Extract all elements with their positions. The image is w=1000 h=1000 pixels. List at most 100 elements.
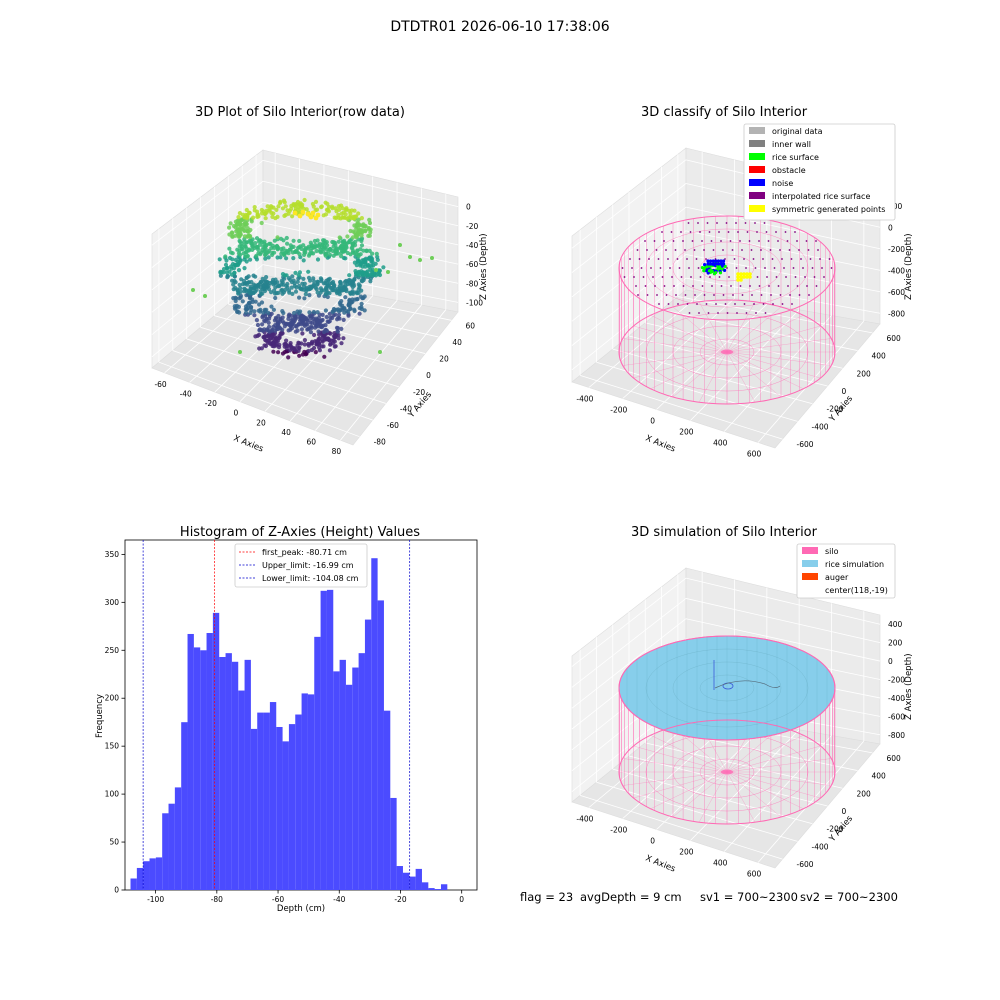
classify-interpolated-point bbox=[703, 294, 706, 296]
raw-point bbox=[280, 309, 285, 314]
sim-ztick-label: 400 bbox=[888, 620, 903, 629]
classify-interpolated-point bbox=[697, 267, 700, 269]
classify-noise-point bbox=[709, 262, 713, 266]
hist-bar bbox=[428, 888, 435, 890]
panel-classify-3d: 3D classify of Silo Interior -400 -200 0 20… bbox=[571, 105, 914, 459]
raw-point bbox=[285, 241, 290, 246]
raw-point bbox=[291, 256, 296, 261]
hist-bar bbox=[155, 857, 163, 890]
classify-floor-spoke bbox=[622, 351, 728, 366]
raw-point bbox=[323, 323, 328, 328]
sim-zlabel: Z Axies (Depth) bbox=[904, 653, 914, 720]
classify-grid-z-back bbox=[685, 230, 881, 271]
hist-xtick-label: -40 bbox=[333, 895, 345, 904]
classify-xtick-label: -400 bbox=[576, 395, 593, 404]
classify-interpolated-point bbox=[711, 285, 713, 287]
raw-point bbox=[264, 307, 269, 312]
raw-point bbox=[299, 313, 304, 318]
raw-ztick-label: -40 bbox=[466, 241, 478, 250]
classify-interpolated-point bbox=[676, 258, 679, 260]
raw-point bbox=[288, 243, 293, 248]
hist-bar bbox=[263, 712, 270, 890]
raw-point bbox=[275, 214, 280, 219]
raw-point-cloud bbox=[191, 197, 434, 360]
raw-point bbox=[350, 289, 355, 294]
raw-ytick-label: 60 bbox=[465, 321, 475, 330]
sim-grid-y bbox=[628, 755, 828, 807]
raw-point bbox=[263, 279, 268, 284]
hist-bar bbox=[238, 690, 245, 890]
raw-point bbox=[253, 241, 258, 246]
classify-symmetric-point bbox=[748, 275, 752, 279]
classify-legend-swatch bbox=[749, 166, 765, 173]
raw-point bbox=[272, 288, 277, 293]
classify-symmetric-point bbox=[736, 272, 740, 276]
raw-point bbox=[256, 332, 262, 337]
classify-interpolated-point bbox=[755, 312, 757, 314]
classify-interpolated-point bbox=[766, 276, 768, 278]
raw-point bbox=[323, 308, 328, 313]
raw-point bbox=[267, 324, 272, 329]
classify-interpolated-point bbox=[682, 285, 685, 287]
classify-interpolated-point bbox=[637, 294, 639, 296]
classify-interpolated-point bbox=[758, 285, 761, 287]
raw-point bbox=[262, 343, 267, 348]
raw-grid-x bbox=[164, 277, 276, 374]
raw-point bbox=[328, 247, 333, 252]
raw-point bbox=[247, 233, 252, 238]
raw-point bbox=[254, 244, 259, 249]
classify-rice-point bbox=[712, 272, 717, 276]
raw-point bbox=[238, 350, 242, 354]
classify-noise-point bbox=[719, 262, 723, 266]
sim-legend-swatch bbox=[802, 560, 818, 567]
raw-point bbox=[242, 266, 247, 271]
raw-point bbox=[408, 255, 412, 259]
hist-bar bbox=[352, 667, 359, 890]
classify-interpolated-point bbox=[768, 285, 770, 287]
raw-point bbox=[269, 204, 274, 209]
raw-point bbox=[366, 263, 371, 268]
classify-rice-point bbox=[703, 263, 707, 267]
hist-bar bbox=[358, 653, 365, 890]
classify-interpolated-point bbox=[730, 285, 732, 287]
raw-point bbox=[260, 276, 265, 281]
classify-interpolated-point bbox=[802, 267, 804, 269]
raw-point bbox=[308, 240, 313, 245]
hist-xtick-label: -60 bbox=[272, 895, 284, 904]
raw-point bbox=[255, 322, 261, 328]
raw-point bbox=[299, 327, 304, 332]
classify-interpolated-point bbox=[680, 231, 682, 233]
classify-interpolated-point bbox=[650, 267, 652, 269]
sim-floor-spoke bbox=[726, 745, 821, 773]
sim-floor-spoke bbox=[698, 771, 728, 823]
classify-floor-spoke bbox=[726, 351, 782, 398]
classify-interpolated-point bbox=[777, 285, 780, 287]
raw-point bbox=[251, 273, 256, 278]
classify-xtick-label: 200 bbox=[679, 428, 694, 437]
classify-interpolated-point bbox=[753, 303, 755, 305]
raw-point bbox=[309, 324, 314, 329]
classify-interpolated-point bbox=[684, 294, 687, 296]
raw-point bbox=[249, 305, 254, 310]
classify-grid-z-back bbox=[685, 277, 881, 314]
classify-noise-point bbox=[714, 262, 718, 266]
raw-ytick-label: -80 bbox=[374, 438, 386, 447]
sim-title: 3D simulation of Silo Interior bbox=[631, 525, 818, 540]
sim-ytick-label: 600 bbox=[887, 754, 902, 763]
raw-point bbox=[314, 248, 319, 254]
classify-ytick-label: 400 bbox=[872, 352, 887, 361]
classify-grid-z-left bbox=[571, 230, 687, 322]
classify-xtick-label: 0 bbox=[650, 417, 655, 426]
raw-point bbox=[336, 239, 341, 244]
raw-point bbox=[313, 339, 318, 344]
raw-point bbox=[302, 338, 307, 343]
classify-interpolated-point bbox=[716, 222, 718, 224]
classify-ztick-label: -400 bbox=[888, 266, 905, 275]
raw-point bbox=[237, 238, 242, 243]
raw-point bbox=[374, 251, 379, 256]
classify-interpolated-point bbox=[767, 240, 770, 242]
classify-interpolated-point bbox=[746, 231, 749, 233]
raw-point bbox=[312, 332, 317, 338]
raw-point bbox=[218, 273, 223, 278]
